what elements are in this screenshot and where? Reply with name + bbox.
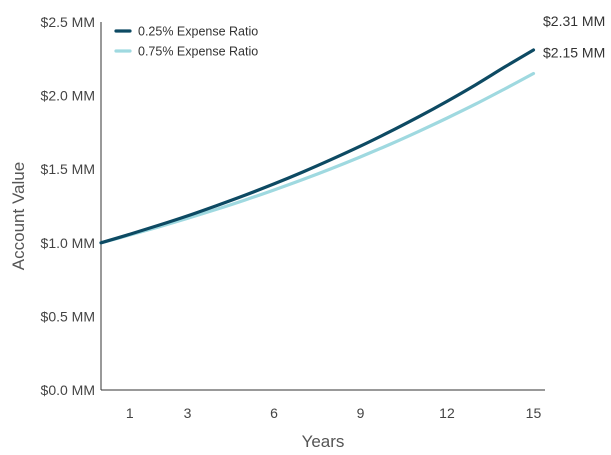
y-tick-labels: $0.0 MM $0.5 MM $1.0 MM $1.5 MM $2.0 MM $2.5 … xyxy=(41,14,95,398)
y-tick-label: $0.5 MM xyxy=(41,308,95,324)
series-line-1 xyxy=(99,48,536,245)
x-tick-label: 3 xyxy=(184,405,192,421)
legend-label: 0.25% Expense Ratio xyxy=(138,25,258,39)
y-tick-label: $1.5 MM xyxy=(41,161,95,177)
x-tick-label: 6 xyxy=(270,405,278,421)
x-axis-title: Years xyxy=(302,432,345,451)
y-tick-label: $0.0 MM xyxy=(41,382,95,398)
x-tick-label: 1 xyxy=(126,405,134,421)
axes xyxy=(100,22,545,391)
series-lines xyxy=(99,48,536,245)
end-labels: $2.31 MM $2.15 MM xyxy=(543,13,605,61)
legend: 0.25% Expense Ratio 0.75% Expense Ratio xyxy=(114,25,258,59)
series-line-2 xyxy=(99,71,536,245)
end-value-label: $2.15 MM xyxy=(543,45,605,61)
y-axis-title: Account Value xyxy=(9,162,28,270)
legend-label: 0.75% Expense Ratio xyxy=(138,45,258,59)
x-tick-label: 9 xyxy=(357,405,365,421)
x-tick-label: 15 xyxy=(526,405,542,421)
y-tick-label: $2.0 MM xyxy=(41,88,95,104)
x-tick-labels: 1 3 6 9 12 15 xyxy=(126,405,542,421)
y-tick-label: $2.5 MM xyxy=(41,14,95,30)
y-tick-label: $1.0 MM xyxy=(41,235,95,251)
end-value-label: $2.31 MM xyxy=(543,13,605,29)
x-tick-label: 12 xyxy=(439,405,455,421)
